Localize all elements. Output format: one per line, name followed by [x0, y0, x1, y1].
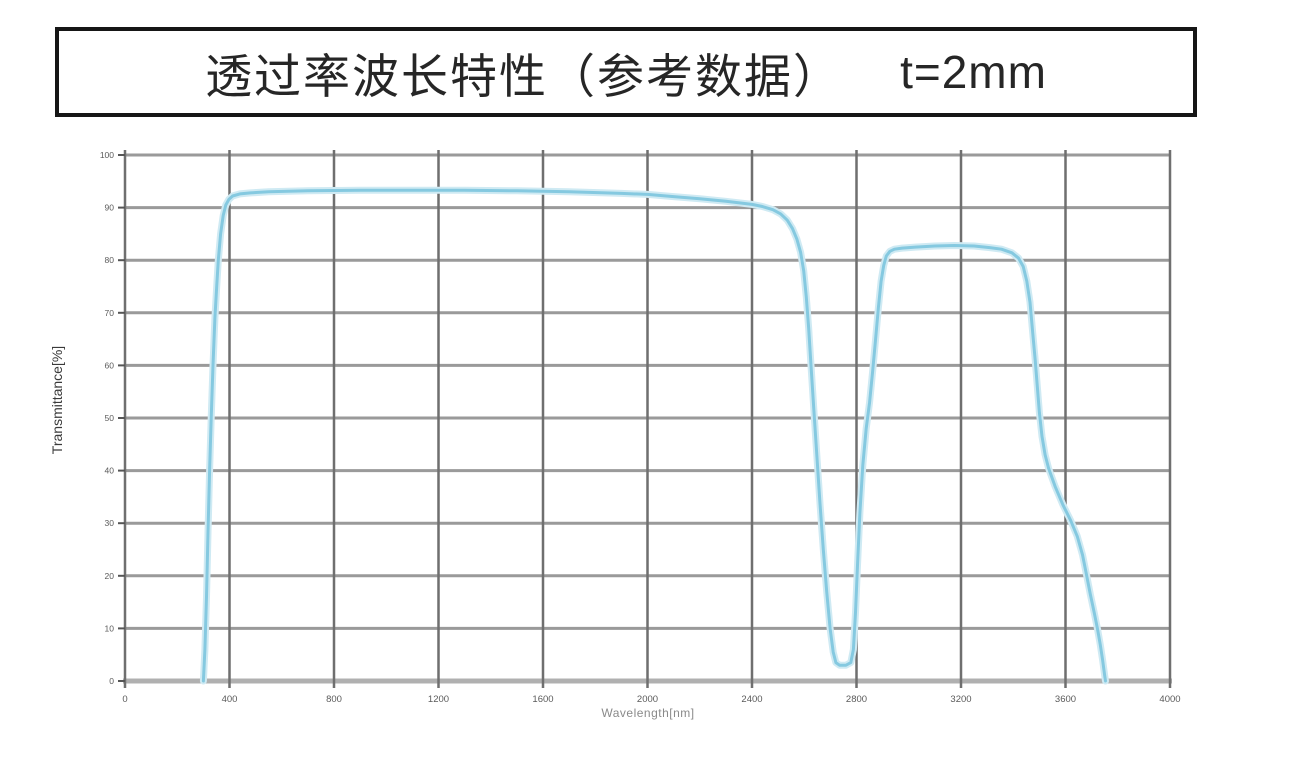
y-tick-label: 40 [105, 466, 115, 476]
x-tick-label: 800 [326, 694, 342, 705]
x-tick-label: 1200 [428, 694, 449, 705]
x-tick-label: 3200 [950, 694, 971, 705]
y-tick-label: 10 [105, 623, 115, 633]
x-tick-label: 2400 [741, 694, 762, 705]
chart-title: 透过率波长特性（参考数据） [205, 49, 843, 103]
y-tick-label: 50 [105, 413, 115, 423]
x-tick-label: 4000 [1159, 694, 1180, 705]
y-tick-label: 30 [105, 518, 115, 528]
x-tick-label: 1600 [532, 694, 553, 705]
transmittance-curve [201, 188, 1107, 683]
y-axis-label: Transmittance[%] [49, 345, 65, 455]
y-tick-label: 100 [100, 150, 114, 160]
x-axis-label: Wavelength[nm] [601, 706, 695, 720]
thickness-spec: t=2mm [900, 46, 1047, 98]
x-tick-label: 3600 [1055, 694, 1076, 705]
y-tick-label: 60 [105, 360, 115, 370]
x-tick-label: 0 [122, 694, 127, 705]
transmittance-curve-halo [199, 186, 1109, 685]
y-tick-label: 0 [109, 676, 114, 686]
x-tick-label: 2800 [846, 694, 867, 705]
title-box: 透过率波长特性（参考数据） t=2mm [55, 27, 1197, 117]
x-tick-label: 2000 [637, 694, 658, 705]
x-tick-label: 400 [222, 694, 238, 705]
y-tick-label: 70 [105, 308, 115, 318]
y-tick-label: 20 [105, 571, 115, 581]
y-tick-label: 90 [105, 203, 115, 213]
y-tick-label: 80 [105, 255, 115, 265]
